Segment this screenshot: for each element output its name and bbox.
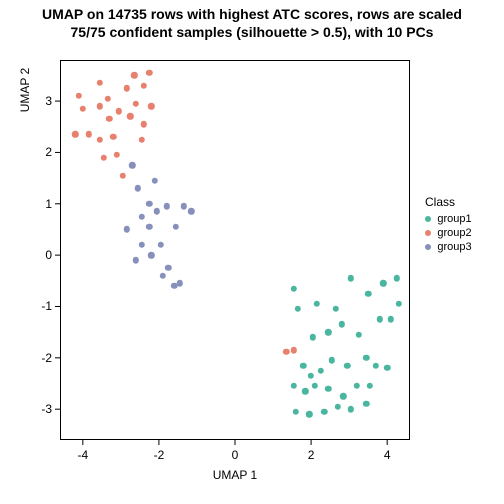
legend-item: group1 [425,213,472,225]
legend-label: group3 [437,241,471,253]
legend-swatch [425,244,431,250]
chart-title: UMAP on 14735 rows with highest ATC scor… [0,6,504,41]
y-tick-label: -3 [32,402,52,416]
legend-item: group2 [425,227,472,239]
umap-scatter-chart: UMAP on 14735 rows with highest ATC scor… [0,0,504,504]
x-tick-label: 0 [232,448,239,462]
y-tick-label: 1 [32,197,52,211]
x-tick-label: -2 [154,448,165,462]
legend: Class group1 group2 group3 [425,195,472,255]
legend-swatch [425,216,431,222]
legend-item: group3 [425,241,472,253]
x-tick-label: 2 [308,448,315,462]
legend-items: group1 group2 group3 [425,213,472,253]
x-axis-label: UMAP 1 [60,468,410,482]
y-tick-label: 0 [32,248,52,262]
x-tick-label: -4 [77,448,88,462]
legend-title: Class [425,195,472,209]
legend-label: group2 [437,227,471,239]
y-axis-label: UMAP 2 [18,0,32,280]
y-tick-label: -1 [32,299,52,313]
chart-title-line1: UMAP on 14735 rows with highest ATC scor… [42,6,462,22]
y-tick-label: 2 [32,145,52,159]
chart-title-line2: 75/75 confident samples (silhouette > 0.… [71,24,434,40]
y-tick-label: 3 [32,94,52,108]
y-tick-label: -2 [32,351,52,365]
x-tick-label: 4 [384,448,391,462]
legend-swatch [425,230,431,236]
legend-label: group1 [437,213,471,225]
